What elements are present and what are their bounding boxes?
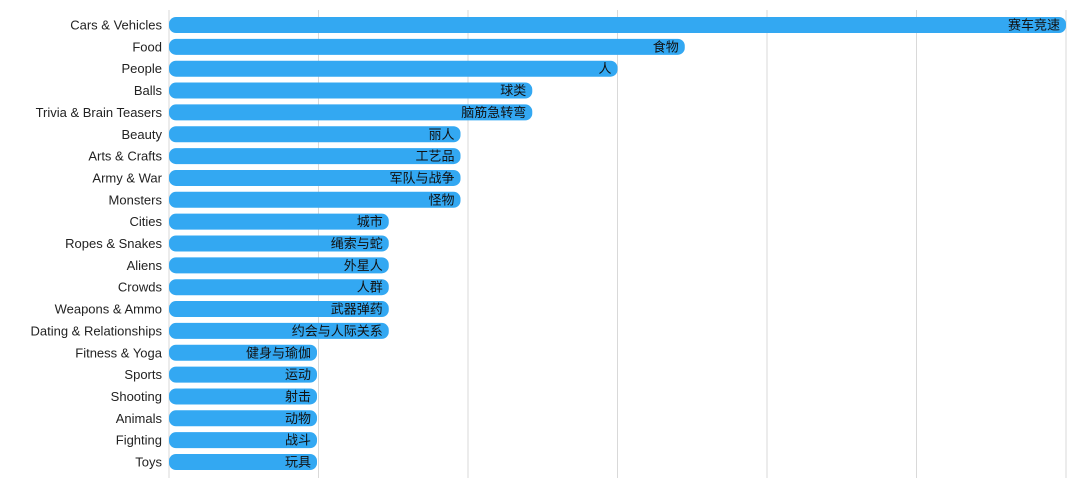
category-label: Weapons & Ammo [55, 302, 162, 317]
bar-label: 赛车竞速 [1008, 18, 1060, 34]
category-label: Arts & Crafts [88, 149, 162, 164]
bar-label: 射击 [285, 389, 311, 405]
category-label: Food [132, 39, 162, 54]
category-labels: Cars & Vehicles Food People Balls Trivia & B… [30, 18, 162, 470]
bar [169, 17, 1066, 33]
category-label: Animals [116, 411, 163, 426]
bar-label: 健身与瑜伽 [246, 345, 311, 361]
bar [169, 432, 318, 449]
bar-label: 脑筋急转弯 [461, 105, 526, 121]
category-label: Monsters [109, 192, 163, 207]
bar-labels: 赛车竞速食物人球类脑筋急转弯丽人工艺品军队与战争怪物城市绳索与蛇外星人人群武器弹… [246, 18, 1060, 471]
category-label: Sports [124, 367, 162, 382]
bar [169, 126, 461, 143]
bar [169, 257, 389, 274]
category-label: Army & War [92, 170, 162, 185]
category-label: Toys [135, 455, 162, 470]
bar [169, 301, 389, 318]
bar-label: 外星人 [344, 259, 383, 274]
bar [169, 191, 461, 208]
bars [169, 17, 1066, 470]
bar [169, 344, 318, 361]
bar [169, 60, 618, 77]
bar [169, 213, 389, 230]
bar [169, 104, 533, 121]
category-label: Aliens [127, 258, 163, 273]
bar-label: 丽人 [429, 128, 455, 143]
category-label: Fighting [116, 433, 162, 448]
category-label: Cities [129, 214, 162, 229]
category-label: Cars & Vehicles [70, 18, 162, 33]
bar [169, 169, 461, 186]
category-label: Balls [134, 83, 163, 98]
bar-label: 绳索与蛇 [331, 237, 383, 252]
bar [169, 38, 685, 55]
bar-label: 人 [598, 62, 611, 77]
bar-label: 动物 [285, 412, 311, 427]
bar-label: 武器弹药 [331, 303, 383, 318]
category-label: Beauty [122, 127, 163, 142]
bar [169, 322, 389, 339]
bar [169, 235, 389, 252]
category-label: Ropes & Snakes [65, 236, 162, 251]
bar [169, 388, 318, 405]
bar [169, 82, 533, 99]
bar-label: 球类 [500, 84, 526, 99]
bar-label: 食物 [653, 39, 679, 55]
bar-label: 怪物 [429, 193, 455, 208]
bar [169, 454, 318, 470]
bar [169, 410, 318, 427]
bar-label: 战斗 [285, 434, 311, 449]
bar [169, 366, 318, 383]
bar-label: 玩具 [285, 456, 311, 471]
category-label: Crowds [118, 280, 163, 295]
bar-label: 城市 [357, 214, 383, 230]
bar-label: 工艺品 [416, 150, 455, 165]
bar-label: 约会与人际关系 [292, 324, 383, 339]
category-label: Dating & Relationships [30, 323, 162, 338]
bar-label: 运动 [285, 368, 311, 383]
bar-label: 人群 [357, 281, 383, 296]
category-label: Trivia & Brain Teasers [36, 105, 163, 120]
bar [169, 279, 389, 296]
category-label: People [122, 61, 162, 76]
category-label: Shooting [111, 389, 162, 404]
category-label: Fitness & Yoga [75, 345, 162, 360]
bar [169, 148, 461, 165]
bar-label: 军队与战争 [390, 171, 455, 186]
